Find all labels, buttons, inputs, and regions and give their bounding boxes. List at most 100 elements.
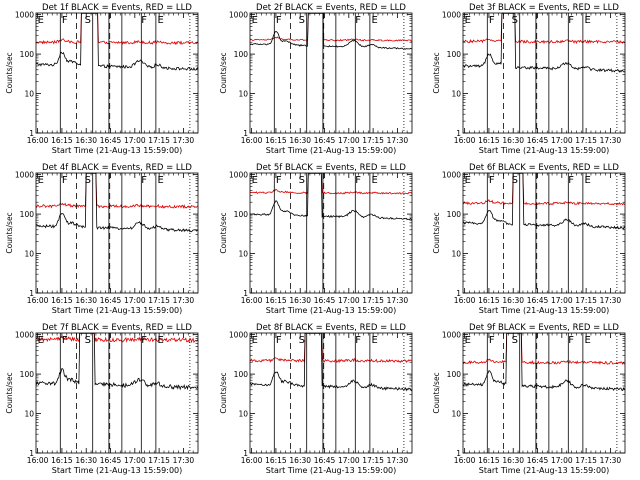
x-tick-label: 17:15: [148, 456, 170, 465]
x-tick-label: 16:45: [100, 296, 122, 305]
plot-frame: [249, 172, 413, 294]
lld-series-line: [463, 173, 625, 206]
marker-letter: F: [141, 175, 147, 186]
marker-letter: E: [252, 335, 258, 346]
x-tick-label: 16:45: [100, 136, 122, 145]
plot-frame: [462, 332, 626, 454]
x-tick-label: 16:00: [27, 136, 49, 145]
marker-letter: F: [276, 175, 282, 186]
lld-series-line: [250, 13, 412, 42]
events-series-line: [250, 173, 412, 221]
marker-letter: E: [38, 15, 44, 26]
x-tick-label: 16:30: [289, 456, 311, 465]
x-axis-label: Start Time (21-Aug-13 15:59:00): [52, 306, 183, 315]
panel-title: Det 6f BLACK = Events, RED = LLD: [469, 163, 619, 173]
y-tick-label: 10: [24, 90, 34, 99]
y-tick-label: 10: [451, 90, 461, 99]
x-axis-label: Start Time (21-Aug-13 15:59:00): [266, 146, 397, 155]
y-tick-label: 1000: [442, 11, 461, 20]
x-tick-label: 17:30: [387, 456, 409, 465]
x-tick-label: 17:00: [551, 456, 573, 465]
x-tick-label: 16:00: [241, 136, 263, 145]
marker-letter: F: [489, 15, 495, 26]
events-series-line: [463, 173, 625, 230]
x-tick-label: 17:00: [124, 136, 146, 145]
y-tick-label: 10: [451, 250, 461, 259]
marker-letter: F: [568, 335, 574, 346]
y-axis-label: Counts/sec: [5, 52, 14, 93]
panel-det-8f: Det 8f BLACK = Events, RED = LLD Counts/s…: [219, 323, 413, 475]
events-series-line: [250, 13, 412, 50]
marker-letter: S: [299, 175, 305, 186]
x-tick-label: 16:00: [241, 296, 263, 305]
x-tick-label: 17:15: [362, 456, 384, 465]
plot-frame: [35, 332, 199, 454]
events-series-line: [463, 13, 625, 73]
x-tick-label: 17:00: [338, 136, 360, 145]
y-tick-label: 1: [456, 289, 461, 298]
marker-letter: E: [465, 15, 471, 26]
marker-letter: F: [489, 335, 495, 346]
lld-series-line: [250, 333, 412, 364]
panel-title: Det 2f BLACK = Events, RED = LLD: [256, 3, 406, 13]
y-axis-label: Counts/sec: [219, 52, 228, 93]
x-tick-label: 16:30: [502, 296, 524, 305]
y-tick-label: 1000: [442, 171, 461, 180]
marker-letter: S: [85, 335, 91, 346]
x-tick-label: 16:30: [502, 456, 524, 465]
x-tick-label: 16:00: [454, 456, 476, 465]
y-tick-label: 10: [238, 250, 248, 259]
marker-letter: E: [372, 335, 378, 346]
x-tick-label: 16:15: [478, 136, 500, 145]
x-tick-label: 16:00: [27, 456, 49, 465]
x-axis-label: Start Time (21-Aug-13 15:59:00): [266, 466, 397, 475]
y-axis-label: Counts/sec: [5, 372, 14, 413]
y-tick-label: 10: [451, 410, 461, 419]
x-axis-label: Start Time (21-Aug-13 15:59:00): [479, 146, 610, 155]
x-tick-label: 17:30: [387, 136, 409, 145]
marker-letter: E: [252, 175, 258, 186]
x-tick-label: 16:30: [289, 136, 311, 145]
panel-title: Det 4f BLACK = Events, RED = LLD: [42, 163, 192, 173]
x-tick-label: 17:30: [173, 456, 195, 465]
y-tick-label: 1000: [15, 331, 34, 340]
panel-det-5f: Det 5f BLACK = Events, RED = LLD Counts/s…: [219, 163, 413, 315]
panel-det-9f: Det 9f BLACK = Events, RED = LLD Counts/s…: [432, 323, 626, 475]
x-tick-label: 16:45: [527, 456, 549, 465]
y-axis-label: Counts/sec: [432, 372, 441, 413]
plot-frame: [35, 172, 199, 294]
marker-letter: E: [585, 335, 591, 346]
marker-letter: F: [276, 15, 282, 26]
plot-frame: [35, 12, 199, 134]
y-axis-label: Counts/sec: [219, 372, 228, 413]
x-tick-label: 17:30: [173, 136, 195, 145]
lld-series-line: [250, 173, 412, 195]
x-tick-label: 17:15: [575, 456, 597, 465]
x-axis-label: Start Time (21-Aug-13 15:59:00): [266, 306, 397, 315]
panel-det-1f: Det 1f BLACK = Events, RED = LLD Counts/s…: [5, 3, 199, 155]
marker-letter: F: [141, 335, 147, 346]
events-series-line: [463, 333, 625, 392]
x-tick-label: 17:15: [575, 136, 597, 145]
x-tick-label: 16:15: [265, 296, 287, 305]
marker-letter: E: [585, 175, 591, 186]
marker-letter: F: [355, 175, 361, 186]
x-tick-label: 16:15: [265, 136, 287, 145]
x-axis-label: Start Time (21-Aug-13 15:59:00): [52, 466, 183, 475]
marker-letter: F: [568, 175, 574, 186]
x-tick-label: 16:45: [527, 296, 549, 305]
y-tick-label: 1000: [15, 171, 34, 180]
y-tick-label: 1: [456, 449, 461, 458]
y-tick-label: 1: [243, 289, 248, 298]
marker-letter: E: [372, 15, 378, 26]
y-tick-label: 1: [243, 129, 248, 138]
y-tick-label: 100: [20, 370, 35, 379]
x-tick-label: 16:15: [51, 136, 73, 145]
x-tick-label: 16:45: [314, 296, 336, 305]
plot-frame: [249, 12, 413, 134]
y-tick-label: 10: [24, 410, 34, 419]
marker-letter: F: [276, 335, 282, 346]
marker-letter: S: [85, 15, 91, 26]
